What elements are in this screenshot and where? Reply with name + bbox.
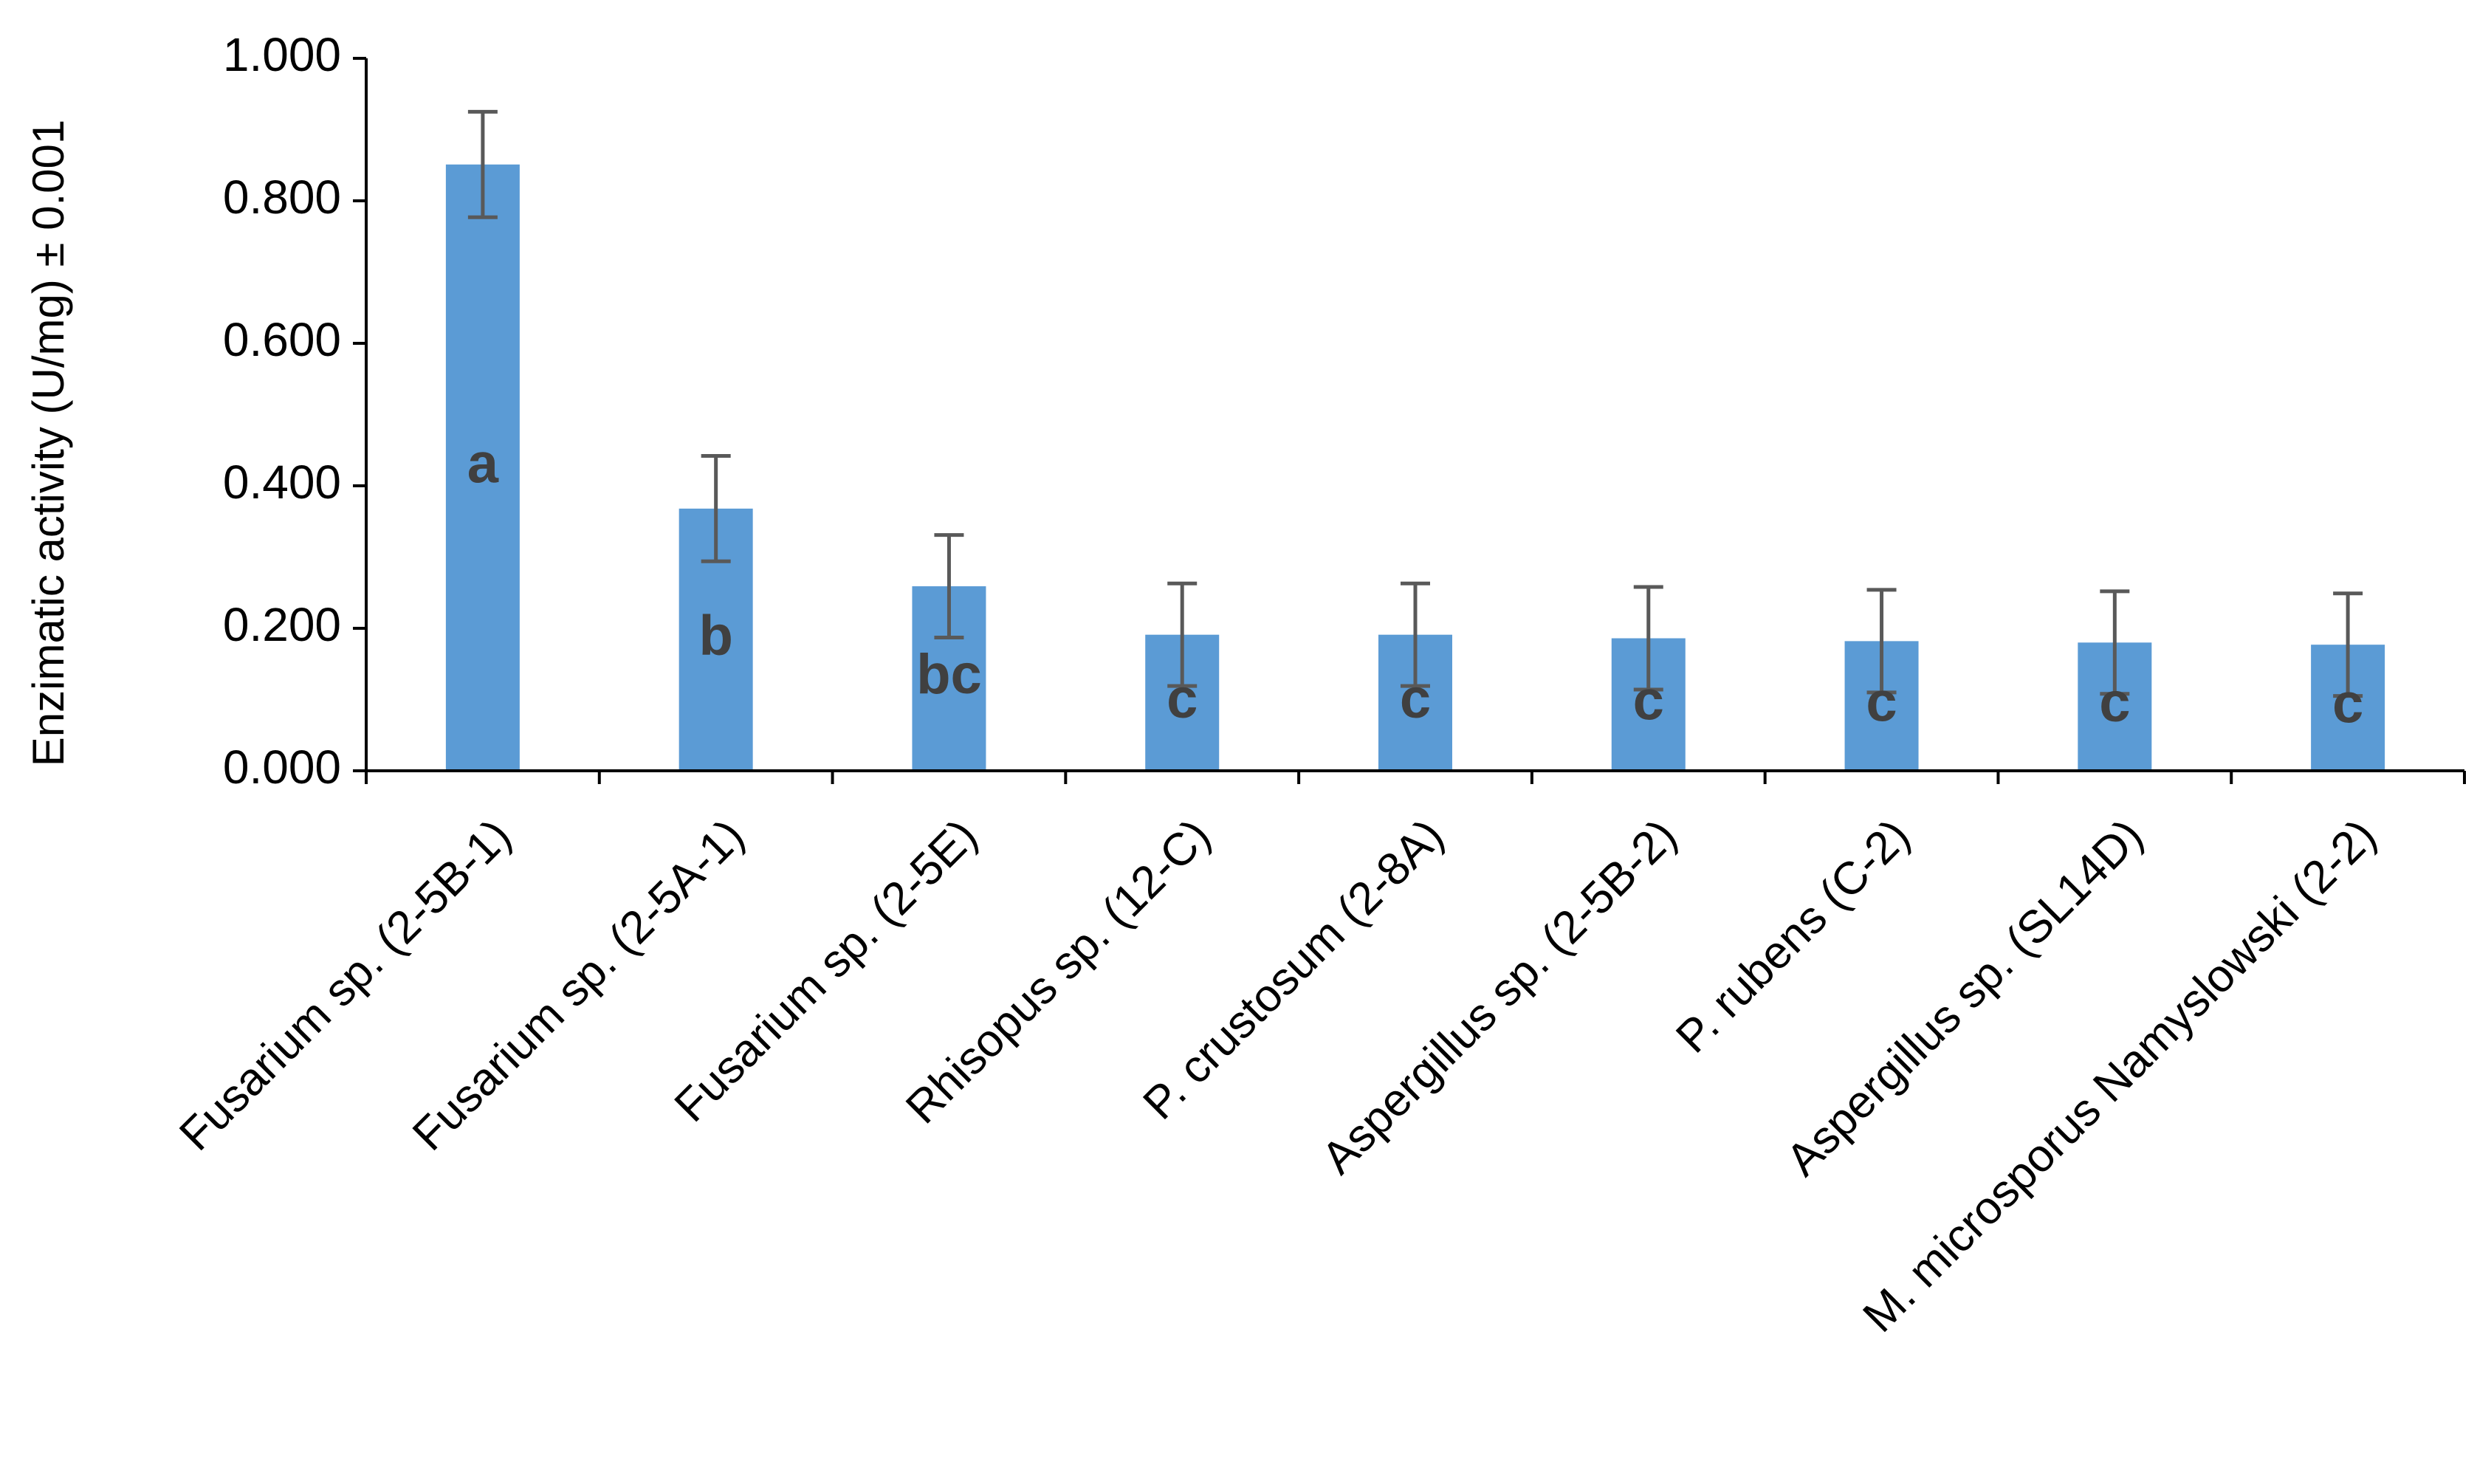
y-tick-label: 0.000: [223, 741, 341, 794]
error-bar: [2100, 589, 2130, 696]
significance-letter: c: [2332, 673, 2363, 735]
error-bar: [701, 453, 731, 563]
error-bar: [1866, 588, 1897, 695]
error-bar: [1401, 581, 1430, 688]
significance-letter: bc: [916, 643, 982, 706]
y-axis-label: Enzimatic activity (U/mg) ± 0.001: [24, 120, 73, 767]
significance-letter: b: [698, 605, 732, 667]
y-tick-label: 0.600: [223, 313, 341, 366]
significance-letter: a: [467, 432, 499, 495]
error-bar: [2333, 591, 2363, 698]
significance-letter: c: [1633, 669, 1664, 732]
significance-letter: c: [1400, 667, 1431, 730]
significance-letter: c: [2099, 671, 2130, 734]
y-tick-label: 0.400: [223, 456, 341, 509]
y-tick-label: 0.200: [223, 598, 341, 651]
significance-letter: c: [1866, 670, 1897, 733]
x-tick-label: M. microsporus Namyslowski (2-2): [1853, 810, 2385, 1342]
error-bar: [467, 109, 498, 219]
bar: [445, 164, 520, 771]
x-tick-label: P. rubens (C-2): [1666, 810, 1920, 1063]
y-tick-label: 1.000: [223, 28, 341, 81]
significance-letter: c: [1167, 667, 1198, 730]
error-bar: [1167, 581, 1198, 688]
y-tick-label: 0.800: [223, 171, 341, 224]
error-bar: [934, 533, 964, 640]
error-bar: [1633, 585, 1663, 692]
